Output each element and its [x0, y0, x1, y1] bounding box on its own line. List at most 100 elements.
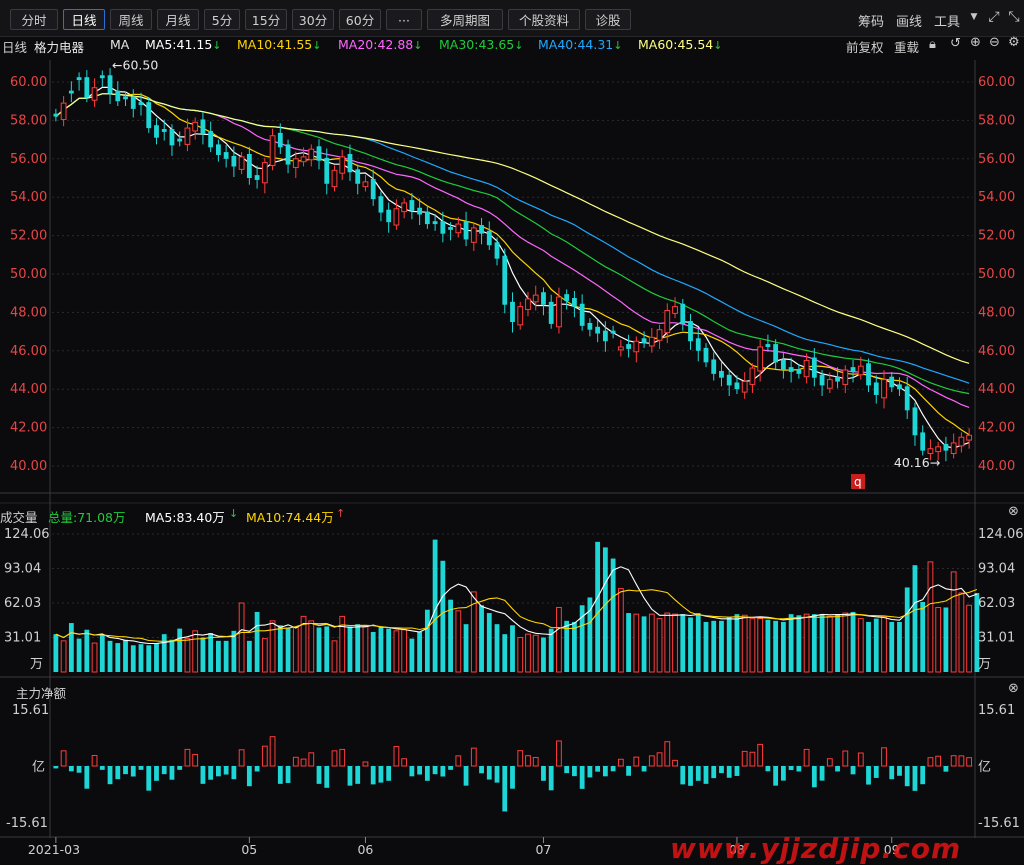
- candle: [610, 325, 616, 339]
- candle-body: [231, 155, 237, 167]
- volume-bar: [91, 642, 98, 673]
- close-volume-icon[interactable]: ⊗: [1008, 504, 1019, 519]
- period-tab-0[interactable]: 分时: [10, 9, 58, 30]
- volume-bar: [486, 613, 492, 672]
- zoom-out-icon[interactable]: ⊖: [989, 35, 1000, 50]
- period-tab-5[interactable]: 15分: [245, 9, 287, 30]
- chip-distribution-button[interactable]: 筹码: [858, 15, 885, 30]
- zoom-in-icon[interactable]: ⊕: [970, 35, 981, 50]
- flow-bar: [479, 766, 484, 774]
- lock-icon[interactable]: 🔒︎: [929, 37, 936, 52]
- expand-icon[interactable]: ⤢: [988, 9, 1000, 25]
- compress-icon[interactable]: ⤡: [1008, 9, 1020, 25]
- volume-bar: [123, 639, 128, 672]
- candle: [835, 367, 840, 389]
- volume-bar: [292, 627, 299, 673]
- period-tab-7[interactable]: 60分: [339, 9, 381, 30]
- candle: [525, 291, 531, 317]
- candle-body: [463, 221, 469, 240]
- candle: [850, 360, 856, 383]
- flow-bar: [154, 766, 159, 781]
- period-tab-6[interactable]: 30分: [292, 9, 334, 30]
- period-tab-8[interactable]: ···: [386, 9, 422, 30]
- flow-bar: [572, 766, 577, 777]
- candle-body: [486, 230, 492, 246]
- flow-bar: [292, 756, 299, 767]
- candle-body: [548, 301, 554, 324]
- candle: [362, 174, 369, 192]
- volume-bar: [215, 640, 221, 672]
- arrow-down-icon: ↓: [613, 39, 623, 52]
- flow-bar: [958, 755, 965, 767]
- candle: [556, 287, 562, 334]
- period-tab-4[interactable]: 5分: [204, 9, 240, 30]
- arrow-down-icon: ↓: [229, 507, 239, 520]
- chevron-down-icon[interactable]: ▼: [970, 12, 978, 22]
- candle-body: [703, 347, 709, 363]
- candle: [943, 436, 949, 462]
- candle: [548, 294, 554, 329]
- tools-menu-button[interactable]: 工具: [934, 15, 961, 30]
- volume-bar: [246, 640, 252, 672]
- ma-line-60: [55, 93, 970, 364]
- volume-bar: [386, 628, 392, 672]
- candle-body: [741, 381, 748, 393]
- candle: [238, 152, 245, 175]
- flow-bar: [285, 766, 291, 783]
- period-tab-10[interactable]: 个股资料: [508, 9, 580, 30]
- candle: [788, 357, 794, 383]
- candle-body: [238, 156, 245, 170]
- flow-bar: [231, 766, 237, 780]
- y-tick-right: 48.00: [978, 305, 1015, 320]
- candle: [656, 324, 663, 349]
- close-flow-icon[interactable]: ⊗: [1008, 681, 1019, 696]
- candle: [355, 164, 361, 195]
- period-tab-11[interactable]: 诊股: [585, 9, 631, 30]
- flow-bar: [711, 766, 717, 779]
- period-label: 日线: [2, 40, 28, 55]
- period-tab-3[interactable]: 月线: [157, 9, 199, 30]
- volume-bar: [541, 637, 546, 672]
- candle-body: [308, 148, 315, 161]
- candle: [912, 402, 918, 446]
- flow-bar: [308, 752, 315, 767]
- flow-bar: [734, 766, 740, 776]
- volume-bar: [370, 631, 376, 672]
- period-tab-9[interactable]: 多周期图: [427, 9, 503, 30]
- period-tab-2[interactable]: 周线: [110, 9, 152, 30]
- volume-bar: [974, 593, 980, 672]
- volume-bar: [950, 571, 957, 673]
- candle: [84, 70, 90, 103]
- candle: [107, 68, 113, 105]
- flow-bar: [254, 766, 260, 772]
- settings-icon[interactable]: ⚙: [1008, 35, 1020, 50]
- candle: [208, 121, 214, 153]
- draw-line-button[interactable]: 画线: [896, 15, 923, 30]
- volume-bar: [803, 613, 810, 673]
- candle: [455, 216, 462, 238]
- y-tick-left: 48.00: [10, 305, 47, 320]
- flow-bar: [115, 766, 121, 780]
- candle: [602, 321, 608, 352]
- candle-body: [626, 344, 631, 349]
- candle: [741, 372, 748, 399]
- period-tab-1[interactable]: 日线: [63, 9, 105, 30]
- volume-bar: [688, 617, 693, 672]
- candle-body: [525, 298, 531, 311]
- volume-bar: [470, 591, 477, 673]
- y-tick-right: 50.00: [978, 267, 1015, 282]
- volume-bar: [154, 643, 159, 672]
- candle: [958, 432, 965, 453]
- ma-label[interactable]: MA: [110, 37, 130, 52]
- volume-bar: [579, 605, 585, 672]
- forward-adjust-button[interactable]: 前复权: [846, 40, 884, 55]
- candle: [424, 206, 430, 229]
- reload-button[interactable]: 重载: [894, 40, 920, 55]
- ma-legend-label: MA60:45.54: [638, 37, 714, 52]
- x-tick-label: 2021-03: [28, 842, 80, 857]
- candle: [370, 169, 376, 206]
- volume-bar: [448, 599, 453, 672]
- undo-icon[interactable]: ↺: [950, 36, 961, 51]
- volume-bar: [161, 634, 167, 672]
